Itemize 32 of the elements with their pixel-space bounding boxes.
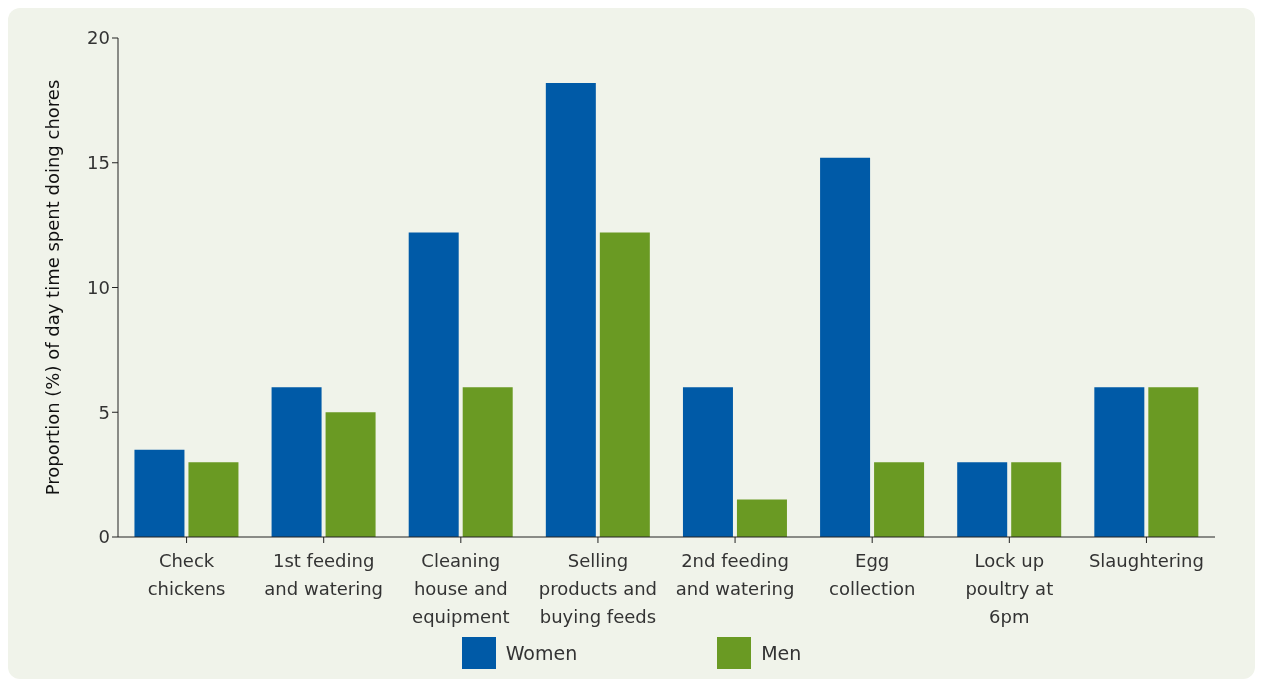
- x-tick-label: Cleaning house and equipment: [412, 550, 510, 627]
- bar: [271, 387, 322, 537]
- bar: [682, 387, 733, 537]
- bar: [325, 412, 376, 537]
- bar: [957, 462, 1008, 537]
- bar: [599, 232, 650, 537]
- x-tick-label: 2nd feeding and watering: [675, 550, 795, 599]
- y-tick-label: 15: [87, 152, 110, 174]
- y-tick-label: 10: [87, 276, 110, 298]
- bar: [820, 157, 871, 537]
- bar: [1148, 387, 1199, 537]
- x-tick-label: Selling products and buying feeds: [538, 550, 658, 627]
- y-tick-label: 5: [98, 401, 110, 423]
- legend-label: Men: [761, 642, 802, 664]
- y-tick-label: 20: [87, 27, 110, 49]
- x-tick-label: Slaughtering: [1088, 550, 1204, 571]
- bar: [188, 462, 239, 537]
- legend-label: Women: [505, 642, 578, 664]
- x-tick-label: Egg collection: [829, 550, 916, 599]
- x-tick-label: Lock up poultry at 6pm: [965, 550, 1054, 627]
- bar: [1094, 387, 1145, 537]
- x-tick-label: Check chickens: [147, 550, 226, 599]
- x-tick-label: 1st feeding and watering: [264, 550, 384, 599]
- bar: [545, 82, 596, 537]
- bar: [134, 449, 185, 537]
- y-tick-label: 0: [98, 526, 110, 548]
- bar: [736, 499, 787, 537]
- bar: [462, 387, 513, 537]
- bar: [874, 462, 925, 537]
- y-axis-title: Proportion (%) of day time spent doing chores: [42, 79, 64, 496]
- bar: [408, 232, 459, 537]
- bar: [1011, 462, 1062, 537]
